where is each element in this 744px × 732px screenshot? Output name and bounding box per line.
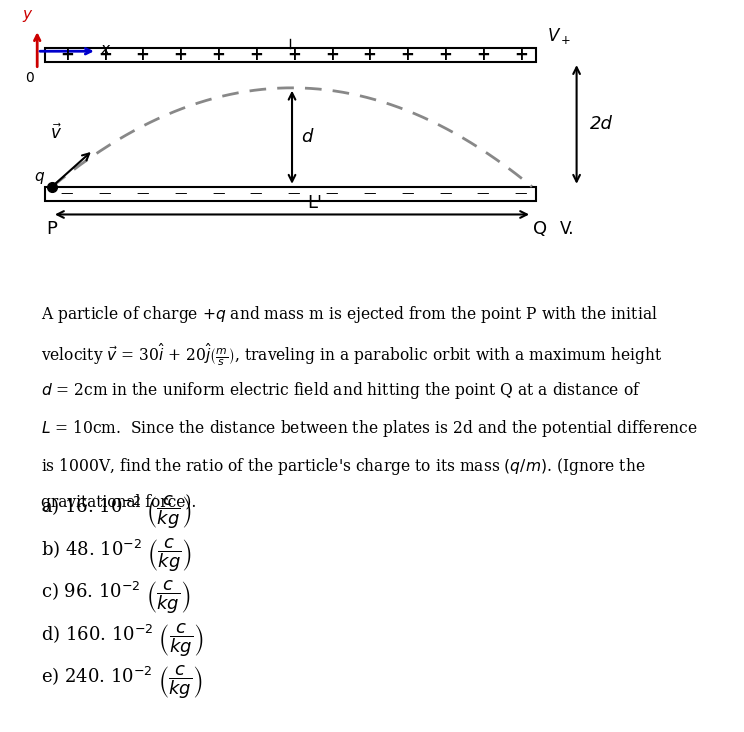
Text: —: — (515, 187, 527, 201)
Text: +: + (325, 46, 339, 64)
Text: —: — (477, 187, 490, 201)
Text: +: + (287, 46, 301, 64)
Text: $V_+$: $V_+$ (547, 26, 571, 46)
Text: $x$: $x$ (100, 42, 112, 57)
Text: $\vec{v}$: $\vec{v}$ (50, 124, 62, 143)
Text: —: — (288, 187, 300, 201)
Text: —: — (325, 187, 338, 201)
Text: q: q (34, 169, 43, 184)
Text: is 1000V, find the ratio of the particle's charge to its mass $(q/m)$. (Ignore t: is 1000V, find the ratio of the particle… (41, 456, 646, 477)
Text: b) 48. 10$^{-2}$ $\left(\dfrac{c}{kg}\right)$: b) 48. 10$^{-2}$ $\left(\dfrac{c}{kg}\ri… (41, 536, 192, 574)
Text: gravitational force).: gravitational force). (41, 494, 196, 511)
Text: —: — (61, 187, 73, 201)
Text: —: — (363, 187, 376, 201)
Text: $L$ = 10cm.  Since the distance between the plates is 2d and the potential diffe: $L$ = 10cm. Since the distance between t… (41, 418, 698, 439)
Text: +: + (249, 46, 263, 64)
Text: +: + (211, 46, 225, 64)
Text: +: + (98, 46, 112, 64)
Text: —: — (136, 187, 149, 201)
Text: velocity $\vec{v}$ = 30$\hat{i}$ + 20$\hat{j}$$\left(\frac{m}{s}\right)$, travel: velocity $\vec{v}$ = 30$\hat{i}$ + 20$\h… (41, 342, 662, 368)
Text: 0: 0 (25, 71, 33, 85)
Text: —: — (98, 187, 111, 201)
Text: A particle of charge $+q$ and mass m is ejected from the point P with the initia: A particle of charge $+q$ and mass m is … (41, 304, 658, 325)
Text: P: P (47, 220, 57, 238)
Text: a) 16. 10$^{-2}$ $\left(\dfrac{c}{kg}\right)$: a) 16. 10$^{-2}$ $\left(\dfrac{c}{kg}\ri… (41, 493, 191, 531)
Text: L': L' (307, 193, 322, 212)
Text: —: — (401, 187, 414, 201)
Bar (45, 48, 536, 62)
Text: e) 240. 10$^{-2}$ $\left(\dfrac{c}{kg}\right)$: e) 240. 10$^{-2}$ $\left(\dfrac{c}{kg}\r… (41, 663, 202, 701)
Text: —: — (212, 187, 225, 201)
Text: Q: Q (533, 220, 548, 238)
Text: d) 160. 10$^{-2}$ $\left(\dfrac{c}{kg}\right)$: d) 160. 10$^{-2}$ $\left(\dfrac{c}{kg}\r… (41, 621, 203, 659)
Text: +: + (362, 46, 376, 64)
Text: +: + (514, 46, 527, 64)
Text: +: + (438, 46, 452, 64)
Text: +: + (135, 46, 150, 64)
Text: d: d (301, 128, 312, 146)
Text: +: + (400, 46, 414, 64)
Text: c) 96. 10$^{-2}$ $\left(\dfrac{c}{kg}\right)$: c) 96. 10$^{-2}$ $\left(\dfrac{c}{kg}\ri… (41, 578, 190, 616)
Text: $y$: $y$ (22, 8, 33, 24)
Text: +: + (173, 46, 187, 64)
Text: V.: V. (560, 220, 574, 238)
Text: $d$ = 2cm in the uniform electric field and hitting the point Q at a distance of: $d$ = 2cm in the uniform electric field … (41, 380, 641, 401)
Text: +: + (476, 46, 490, 64)
Text: 2d: 2d (590, 116, 613, 133)
Text: —: — (174, 187, 187, 201)
Text: +: + (60, 46, 74, 64)
Bar (45, 187, 536, 201)
Text: —: — (250, 187, 263, 201)
Text: —: — (439, 187, 452, 201)
